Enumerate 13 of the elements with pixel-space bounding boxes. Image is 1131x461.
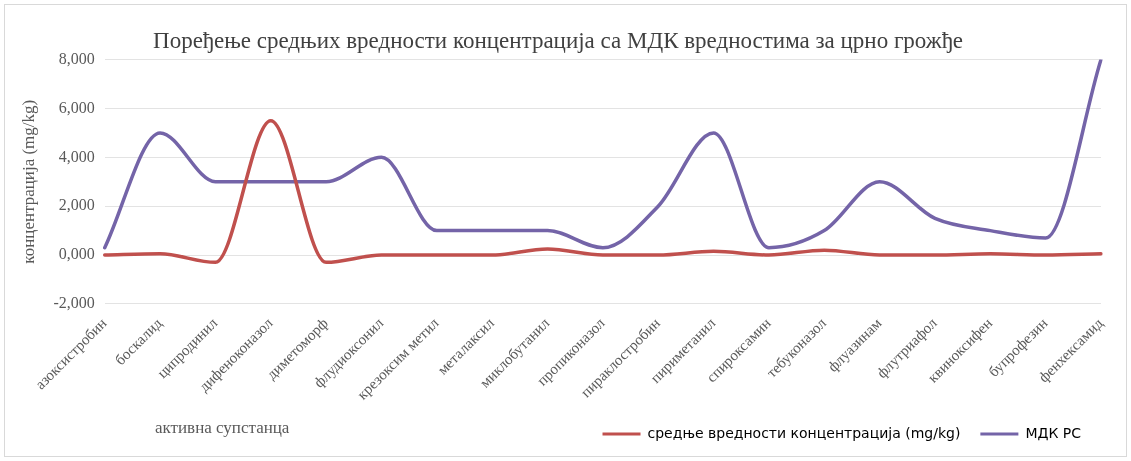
legend-label: средње вредности концентрација (mg/kg) <box>647 424 961 441</box>
line-series <box>102 118 1103 265</box>
chart-title: Поређење средњих вредности концентрација са МДК вредностима за црно грожђе <box>153 27 963 53</box>
y-tick-label: 2,000 <box>58 196 95 214</box>
y-tick-label: 0,000 <box>58 245 95 263</box>
y-axis-title: концентрација (mg/kg) <box>18 99 38 264</box>
y-tick-label: 6,000 <box>58 98 95 116</box>
y-tick-label: 8,000 <box>58 49 95 67</box>
y-tick-label: -2,000 <box>53 294 95 312</box>
y-tick-label: 4,000 <box>58 147 95 165</box>
x-axis-title: активна супстанца <box>155 418 290 438</box>
line-series <box>102 59 1103 250</box>
legend-label: МДК РС <box>1025 424 1082 441</box>
